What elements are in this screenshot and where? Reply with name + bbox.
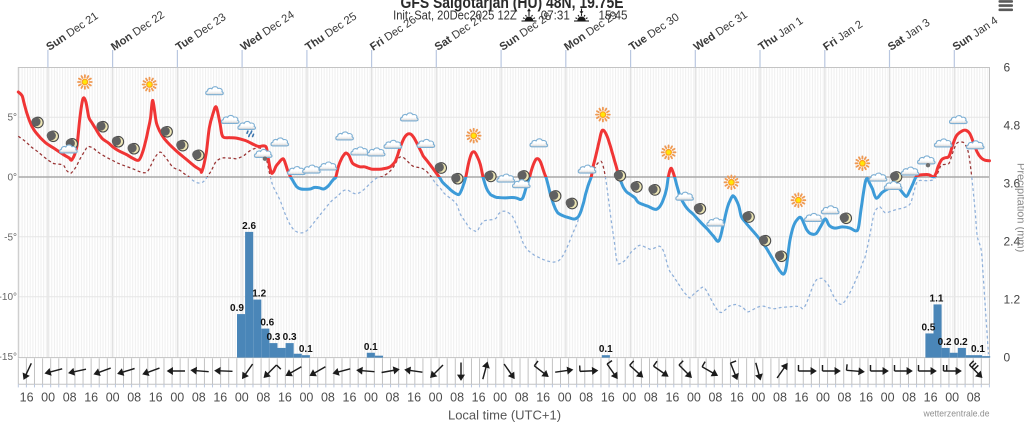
svg-text:16: 16	[343, 391, 357, 405]
svg-text:00: 00	[41, 391, 55, 405]
svg-text:00: 00	[106, 391, 120, 405]
svg-text:0.1: 0.1	[599, 344, 613, 355]
svg-text:16: 16	[795, 391, 809, 405]
svg-text:00: 00	[364, 391, 378, 405]
svg-text:0.6: 0.6	[260, 318, 274, 329]
svg-text:08: 08	[63, 391, 77, 405]
svg-text:-5°: -5°	[4, 232, 17, 243]
svg-text:08: 08	[321, 391, 335, 405]
svg-text:16: 16	[20, 391, 34, 405]
svg-text:0.3: 0.3	[266, 332, 280, 343]
svg-text:08: 08	[256, 391, 270, 405]
svg-text:16: 16	[278, 391, 292, 405]
svg-text:Thu Dec 25: Thu Dec 25	[303, 11, 359, 54]
svg-text:16: 16	[407, 391, 421, 405]
svg-text:08: 08	[773, 391, 787, 405]
svg-text:Sat Jan 3: Sat Jan 3	[886, 17, 932, 54]
svg-text:0.1: 0.1	[364, 342, 378, 353]
svg-text:1.2: 1.2	[1004, 293, 1021, 307]
svg-text:0: 0	[1004, 351, 1011, 365]
svg-text:16: 16	[730, 391, 744, 405]
svg-text:4.8: 4.8	[1004, 119, 1021, 133]
svg-text:16: 16	[601, 391, 615, 405]
svg-text:08: 08	[386, 391, 400, 405]
svg-text:0°: 0°	[7, 173, 17, 184]
svg-text:wetterzentrale.de: wetterzentrale.de	[923, 409, 990, 419]
svg-text:15:45: 15:45	[599, 7, 628, 22]
svg-text:Wed Dec 24: Wed Dec 24	[239, 9, 297, 54]
svg-text:00: 00	[881, 391, 895, 405]
svg-text:08: 08	[644, 391, 658, 405]
svg-text:-10°: -10°	[0, 292, 17, 303]
svg-text:0.5: 0.5	[921, 322, 935, 333]
svg-text:08: 08	[708, 391, 722, 405]
svg-text:0.9: 0.9	[230, 303, 244, 314]
svg-text:Mon Dec 22: Mon Dec 22	[109, 9, 167, 53]
svg-text:-15°: -15°	[0, 352, 17, 363]
svg-text:00: 00	[429, 391, 443, 405]
svg-text:0.3: 0.3	[283, 332, 297, 343]
svg-text:2.6: 2.6	[242, 221, 256, 232]
svg-text:16: 16	[84, 391, 98, 405]
svg-text:Fri Jan 2: Fri Jan 2	[821, 18, 865, 53]
svg-text:Wed Dec 31: Wed Dec 31	[692, 9, 750, 54]
svg-text:16: 16	[536, 391, 550, 405]
svg-text:08: 08	[515, 391, 529, 405]
svg-text:Sun Dec 21: Sun Dec 21	[44, 10, 100, 53]
svg-text:Tue Dec 30: Tue Dec 30	[627, 11, 681, 53]
svg-text:16: 16	[665, 391, 679, 405]
svg-text:Init: Sat, 20Dec2025 12Z: Init: Sat, 20Dec2025 12Z	[393, 7, 517, 22]
svg-text:07:31: 07:31	[541, 7, 570, 22]
svg-text:5°: 5°	[7, 113, 17, 124]
svg-text:1.1: 1.1	[930, 293, 944, 304]
svg-text:00: 00	[816, 391, 830, 405]
svg-text:00: 00	[945, 391, 959, 405]
svg-text:00: 00	[622, 391, 636, 405]
svg-text:00: 00	[751, 391, 765, 405]
svg-text:Local time (UTC+1): Local time (UTC+1)	[448, 408, 561, 423]
svg-text:16: 16	[924, 391, 938, 405]
svg-text:08: 08	[838, 391, 852, 405]
svg-text:Sun Jan 4: Sun Jan 4	[951, 15, 1001, 54]
svg-text:0.1: 0.1	[299, 344, 313, 355]
svg-text:16: 16	[472, 391, 486, 405]
svg-text:1.2: 1.2	[252, 289, 266, 300]
svg-text:08: 08	[127, 391, 141, 405]
svg-text:08: 08	[579, 391, 593, 405]
svg-text:Precipitation (mm): Precipitation (mm)	[1015, 163, 1024, 252]
svg-text:0.1: 0.1	[971, 344, 985, 355]
svg-text:6: 6	[1004, 61, 1011, 75]
svg-text:08: 08	[192, 391, 206, 405]
svg-text:Tue Dec 23: Tue Dec 23	[174, 11, 228, 53]
svg-text:Thu Jan 1: Thu Jan 1	[756, 15, 805, 53]
svg-text:16: 16	[149, 391, 163, 405]
svg-text:16: 16	[859, 391, 873, 405]
svg-text:0.2: 0.2	[938, 337, 952, 348]
svg-text:16: 16	[213, 391, 227, 405]
svg-text:00: 00	[235, 391, 249, 405]
svg-text:00: 00	[558, 391, 572, 405]
svg-text:0.2: 0.2	[954, 337, 968, 348]
svg-text:00: 00	[493, 391, 507, 405]
svg-text:00: 00	[687, 391, 701, 405]
svg-text:00: 00	[170, 391, 184, 405]
svg-text:00: 00	[299, 391, 313, 405]
svg-text:08: 08	[902, 391, 916, 405]
svg-text:08: 08	[450, 391, 464, 405]
svg-text:08: 08	[967, 391, 981, 405]
